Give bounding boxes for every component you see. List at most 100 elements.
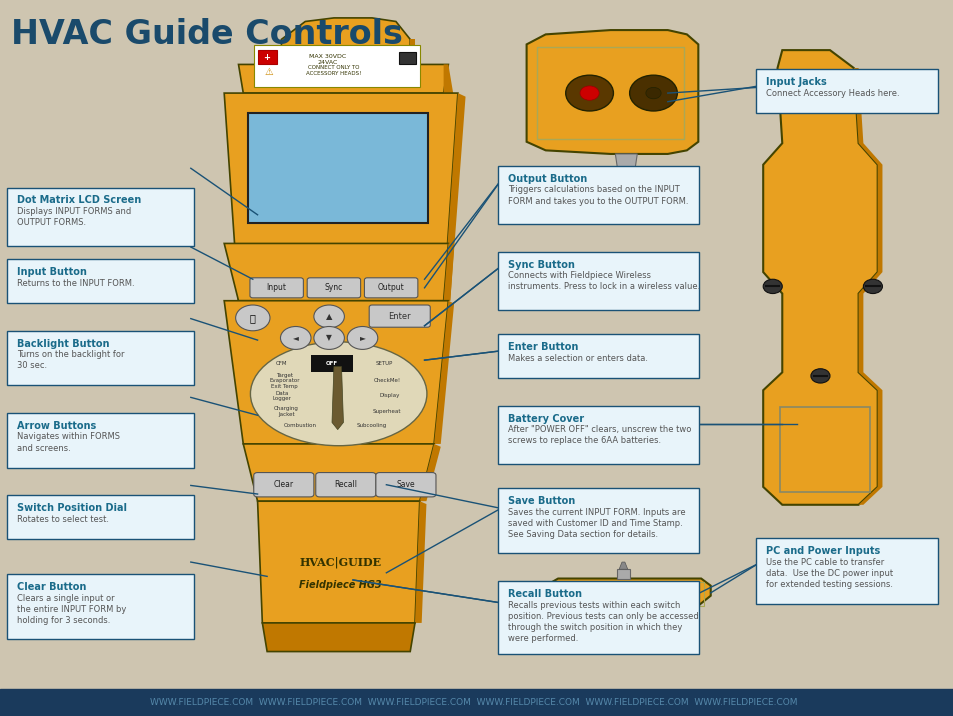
Text: HVAC Guide Controls: HVAC Guide Controls — [11, 18, 403, 51]
FancyBboxPatch shape — [497, 581, 699, 654]
FancyBboxPatch shape — [497, 406, 699, 464]
Text: Makes a selection or enters data.: Makes a selection or enters data. — [508, 354, 648, 363]
Text: Save Button: Save Button — [508, 496, 575, 506]
Polygon shape — [262, 623, 415, 652]
Text: Rotates to select test.: Rotates to select test. — [17, 515, 109, 524]
FancyBboxPatch shape — [497, 488, 699, 553]
Text: Sync Button: Sync Button — [508, 260, 575, 270]
Text: Arrow Buttons: Arrow Buttons — [17, 421, 96, 431]
Circle shape — [347, 326, 377, 349]
FancyBboxPatch shape — [497, 252, 699, 310]
Text: Connect Accessory Heads here.: Connect Accessory Heads here. — [765, 89, 899, 98]
Text: Turns on the backlight for
30 sec.: Turns on the backlight for 30 sec. — [17, 350, 125, 370]
Circle shape — [762, 279, 781, 294]
Text: ▲: ▲ — [326, 312, 332, 321]
Text: Enter: Enter — [388, 312, 411, 321]
FancyBboxPatch shape — [250, 278, 303, 298]
Polygon shape — [257, 501, 419, 623]
FancyBboxPatch shape — [315, 473, 375, 497]
FancyBboxPatch shape — [398, 52, 416, 64]
Polygon shape — [617, 569, 629, 579]
FancyBboxPatch shape — [364, 278, 417, 298]
FancyBboxPatch shape — [608, 585, 650, 601]
Text: +: + — [263, 53, 271, 62]
Circle shape — [314, 305, 344, 328]
Text: ⚠: ⚠ — [264, 67, 274, 77]
Polygon shape — [224, 93, 457, 301]
Text: Clears a single input or
the entire INPUT FORM by
holding for 3 seconds.: Clears a single input or the entire INPU… — [17, 594, 127, 625]
Text: SETUP: SETUP — [375, 362, 393, 366]
FancyBboxPatch shape — [311, 355, 353, 372]
Text: Saves the current INPUT FORM. Inputs are
saved with Customer ID and Time Stamp.
: Saves the current INPUT FORM. Inputs are… — [508, 508, 685, 539]
Polygon shape — [526, 30, 698, 154]
Polygon shape — [243, 444, 434, 501]
Text: Use the PC cable to transfer
data.  Use the DC power input
for extended testing : Use the PC cable to transfer data. Use t… — [765, 558, 892, 589]
Circle shape — [645, 87, 660, 99]
Text: Input Button: Input Button — [17, 267, 87, 277]
Circle shape — [314, 326, 344, 349]
Text: Navigates within FORMS
and screens.: Navigates within FORMS and screens. — [17, 432, 120, 453]
Text: 💡: 💡 — [250, 313, 255, 323]
Polygon shape — [415, 501, 426, 623]
FancyBboxPatch shape — [253, 45, 419, 87]
Text: Displays INPUT FORMS and
OUTPUT FORMS.: Displays INPUT FORMS and OUTPUT FORMS. — [17, 207, 132, 227]
Polygon shape — [224, 301, 448, 444]
FancyBboxPatch shape — [497, 334, 699, 378]
Circle shape — [862, 279, 882, 294]
Text: Dot Matrix LCD Screen: Dot Matrix LCD Screen — [17, 195, 141, 205]
Text: Superheat: Superheat — [373, 410, 401, 414]
Circle shape — [579, 86, 598, 100]
Text: Output Button: Output Button — [508, 174, 587, 184]
Polygon shape — [443, 243, 454, 301]
FancyBboxPatch shape — [537, 47, 683, 139]
Polygon shape — [332, 367, 343, 430]
Text: Clear: Clear — [273, 480, 294, 489]
Polygon shape — [419, 444, 440, 501]
FancyBboxPatch shape — [497, 166, 699, 224]
FancyBboxPatch shape — [375, 473, 436, 497]
Text: Charging
Jacket: Charging Jacket — [274, 406, 298, 417]
Polygon shape — [545, 579, 710, 607]
FancyBboxPatch shape — [307, 278, 360, 298]
Text: Enter Button: Enter Button — [508, 342, 578, 352]
FancyBboxPatch shape — [755, 69, 937, 113]
Text: WWW.FIELDPIECE.COM  WWW.FIELDPIECE.COM  WWW.FIELDPIECE.COM  WWW.FIELDPIECE.COM  : WWW.FIELDPIECE.COM WWW.FIELDPIECE.COM WW… — [151, 698, 802, 707]
Text: CFM: CFM — [275, 362, 287, 366]
Circle shape — [235, 305, 270, 331]
FancyBboxPatch shape — [7, 188, 193, 246]
Polygon shape — [443, 93, 465, 301]
Text: CONNECT ONLY TO
ACCESSORY HEADS!: CONNECT ONLY TO ACCESSORY HEADS! — [306, 64, 361, 76]
Text: HVAC|GUIDE: HVAC|GUIDE — [299, 556, 381, 568]
Text: Target
Evaporator
Exit Temp: Target Evaporator Exit Temp — [269, 372, 299, 390]
FancyBboxPatch shape — [7, 413, 193, 468]
Circle shape — [579, 586, 598, 600]
Circle shape — [629, 75, 677, 111]
Text: Combustion: Combustion — [284, 423, 316, 427]
Text: After "POWER OFF" clears, unscrew the two
screws to replace the 6AA batteries.: After "POWER OFF" clears, unscrew the tw… — [508, 425, 691, 445]
Polygon shape — [762, 50, 877, 505]
Text: OFF: OFF — [326, 362, 337, 366]
Text: Returns to the INPUT FORM.: Returns to the INPUT FORM. — [17, 279, 134, 288]
Text: Data
Logger: Data Logger — [273, 390, 292, 402]
Text: Recall: Recall — [334, 480, 356, 489]
Text: Save: Save — [395, 480, 415, 489]
Text: ►: ► — [359, 334, 365, 342]
Circle shape — [280, 326, 311, 349]
Polygon shape — [410, 39, 415, 64]
Polygon shape — [238, 64, 448, 93]
FancyBboxPatch shape — [7, 574, 193, 639]
Circle shape — [565, 75, 613, 111]
Text: Clear Button: Clear Button — [17, 582, 87, 592]
Text: Recalls previous tests within each switch
position. Previous tests can only be a: Recalls previous tests within each switc… — [508, 601, 699, 643]
Text: MAX 30VDC: MAX 30VDC — [308, 54, 346, 59]
FancyBboxPatch shape — [755, 538, 937, 604]
Text: Output: Output — [377, 284, 404, 292]
Bar — [0, 689, 953, 716]
Polygon shape — [443, 64, 453, 93]
Text: Battery Cover: Battery Cover — [508, 414, 584, 424]
FancyBboxPatch shape — [7, 331, 193, 385]
Text: Connects with Fieldpiece Wireless
instruments. Press to lock in a wireless value: Connects with Fieldpiece Wireless instru… — [508, 271, 700, 291]
Circle shape — [810, 369, 829, 383]
Polygon shape — [434, 301, 454, 444]
Text: Input: Input — [267, 284, 286, 292]
